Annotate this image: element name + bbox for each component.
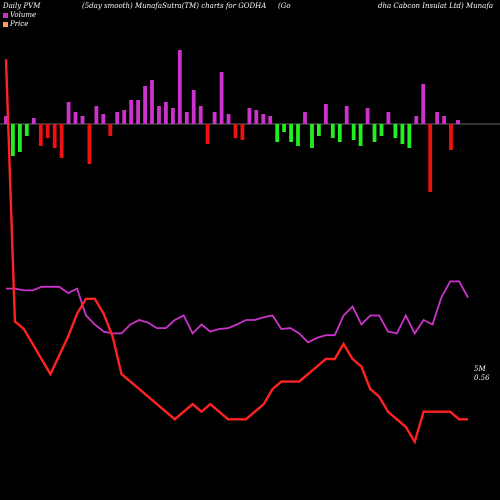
volume-bar: [310, 124, 314, 148]
volume-bar: [324, 104, 328, 124]
volume-bar: [101, 114, 106, 124]
volume-bar: [289, 124, 293, 142]
volume-bar: [18, 124, 22, 152]
volume-bar: [24, 124, 29, 136]
volume-bar: [456, 120, 460, 124]
legend-price: Price: [3, 20, 28, 28]
legend-volume-label: Volume: [10, 11, 37, 19]
volume-bar: [254, 110, 259, 124]
volume-bar: [275, 124, 280, 142]
volume-bar: [407, 124, 412, 148]
volume-bar: [247, 108, 252, 124]
chart-title-right-b: dha Cabcon Insulat Ltd) Munafa: [378, 2, 494, 10]
volume-bar: [45, 124, 50, 138]
volume-bar: [358, 124, 363, 146]
volume-bar: [136, 100, 140, 124]
volume-bar: [198, 106, 203, 124]
volume-bar: [80, 116, 85, 124]
volume-bar: [442, 116, 446, 124]
volume-bar: [303, 112, 307, 124]
volume-bar: [157, 106, 161, 124]
chart-title-right-a: (Go: [278, 2, 291, 10]
volume-bar: [386, 112, 391, 124]
volume-bar: [52, 124, 57, 148]
volume-bar: [421, 84, 426, 124]
volume-bar: [11, 124, 15, 156]
volume-bar: [317, 124, 321, 136]
volume-bar: [59, 124, 64, 158]
chart-title-left: Daily PVM: [3, 2, 41, 10]
volume-bar: [240, 124, 245, 140]
volume-bar: [414, 116, 419, 124]
legend-price-swatch: [3, 21, 8, 27]
volume-bar: [87, 124, 92, 164]
volume-bar: [435, 112, 439, 124]
volume-bar: [296, 124, 300, 146]
legend-volume: Volume: [3, 11, 36, 19]
volume-bar: [351, 124, 356, 140]
volume-bar: [31, 118, 36, 124]
volume-bar: [365, 108, 370, 124]
volume-bar: [94, 106, 99, 124]
volume-bar: [164, 102, 168, 124]
volume-bar: [219, 72, 224, 124]
volume-line: [6, 280, 469, 344]
volume-bar: [73, 112, 78, 124]
volume-bar: [428, 124, 433, 192]
volume-bar: [38, 124, 43, 146]
volume-bar: [212, 112, 217, 124]
volume-bar: [233, 124, 238, 138]
volume-end-label: 5M: [474, 365, 486, 373]
volume-bar: [108, 124, 113, 136]
volume-bar: [177, 50, 182, 124]
volume-bar: [261, 114, 266, 124]
price-line: [4, 59, 468, 445]
volume-bar: [400, 124, 405, 144]
volume-bar: [379, 124, 384, 136]
volume-bar: [393, 124, 398, 138]
volume-bar: [184, 112, 189, 124]
volume-bar: [226, 114, 231, 124]
volume-bar: [66, 102, 71, 124]
volume-bar: [449, 124, 453, 150]
volume-bar: [205, 124, 210, 144]
volume-bar: [330, 124, 335, 138]
volume-bar: [129, 100, 134, 124]
volume-bar: [372, 124, 377, 142]
volume-bars: [4, 50, 460, 192]
legend-price-label: Price: [10, 20, 29, 28]
volume-bar: [143, 86, 147, 124]
price-end-label: 0.56: [474, 374, 490, 382]
volume-bar: [344, 106, 349, 124]
volume-bar: [337, 124, 342, 142]
volume-bar: [171, 108, 175, 124]
volume-bar: [4, 116, 8, 124]
volume-bar: [191, 90, 196, 124]
volume-bar: [282, 124, 286, 132]
volume-bar: [268, 116, 273, 124]
volume-bar: [150, 80, 154, 124]
volume-bar: [122, 110, 127, 124]
legend-volume-swatch: [3, 12, 8, 18]
chart-title-middle: (5day smooth) MunafaSutra(TM) charts for…: [82, 2, 267, 10]
volume-bar: [115, 112, 120, 124]
